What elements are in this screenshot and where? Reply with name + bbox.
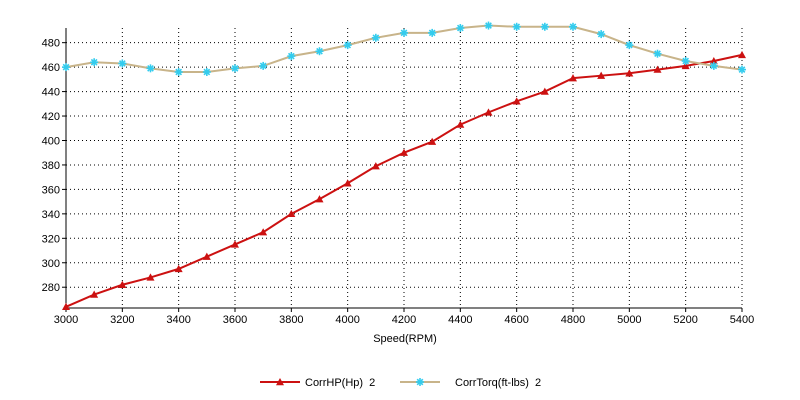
torque-data-point (90, 58, 99, 67)
torque-data-point (428, 28, 437, 37)
hp-data-point (597, 71, 606, 79)
hp-data-point (428, 137, 437, 145)
y-tick-label: 380 (42, 160, 60, 172)
torque-data-point (202, 68, 211, 77)
x-tick-label: 3800 (279, 314, 303, 326)
y-tick-label: 440 (42, 87, 60, 99)
hp-data-point (343, 179, 352, 187)
torque-data-point (371, 33, 380, 42)
x-tick-label: 3200 (110, 314, 134, 326)
hp-data-point (540, 87, 549, 95)
hp-data-point (287, 209, 296, 218)
hp-data-point (484, 108, 493, 116)
hp-data-point (456, 120, 465, 128)
hp-data-point (174, 264, 183, 273)
torque-data-point (400, 28, 408, 37)
torque-data-point (681, 57, 690, 66)
grid-lines (66, 28, 743, 308)
y-tick-label: 280 (42, 282, 60, 294)
x-tick-label: 4200 (392, 314, 416, 326)
torque-data-point (315, 47, 324, 56)
axes (62, 28, 743, 312)
hp-data-point (90, 290, 99, 298)
hp-data-point (231, 240, 239, 248)
torque-data-point (653, 49, 662, 58)
x-tick-labels: 3000 3200 3400 3600 3800 4000 4200 4400 4600 4800… (54, 314, 754, 326)
y-tick-label: 400 (42, 135, 60, 147)
y-tick-label: 300 (42, 258, 60, 270)
hp-data-point (625, 69, 634, 77)
y-tick-label: 480 (42, 38, 60, 50)
hp-data-point (681, 61, 690, 70)
torque-data-point (738, 65, 746, 74)
hp-data-point (146, 273, 155, 281)
torque-data-point (456, 24, 465, 32)
legend-hp-label: CorrHP(Hp) 2 (305, 377, 375, 389)
torque-data-point (259, 61, 268, 70)
torque-data-point (512, 22, 521, 31)
torque-data-point (484, 21, 493, 30)
x-tick-label: 5400 (730, 314, 754, 326)
y-tick-labels: 280 300 320 340 360 380 400 420 440 460 480 (42, 38, 60, 295)
torque-data-point (569, 22, 577, 31)
hp-data-point (738, 50, 746, 59)
hp-data-point (118, 280, 127, 288)
hp-data-point (202, 252, 211, 260)
hp-data-point (709, 57, 718, 65)
y-tick-label: 320 (42, 233, 60, 245)
x-tick-label: 4000 (335, 314, 359, 326)
x-tick-label: 4800 (561, 314, 585, 326)
x-tick-label: 5200 (673, 314, 697, 326)
torque-data-point (625, 41, 634, 50)
hp-data-point (259, 228, 268, 236)
torque-data-point (118, 59, 127, 68)
hp-data-point (653, 65, 662, 73)
torque-data-point (62, 63, 70, 72)
x-tick-label: 3400 (166, 314, 190, 326)
torque-data-point (231, 64, 239, 73)
legend-torque-marker (416, 378, 424, 386)
x-tick-label: 4600 (504, 314, 528, 326)
hp-data-point (512, 97, 521, 105)
legend: CorrHP(Hp) 2 CorrTorq(ft-lbs) 2 (260, 377, 541, 389)
x-tick-label: 5000 (617, 314, 641, 326)
y-tick-label: 360 (42, 184, 60, 196)
torque-data-point (540, 22, 549, 31)
legend-hp-marker (276, 378, 284, 386)
legend-torque-label: CorrTorq(ft-lbs) 2 (455, 377, 541, 389)
x-tick-label: 4400 (448, 314, 472, 326)
hp-data-point (315, 195, 324, 203)
torque-data-point (343, 41, 352, 50)
torque-data-point (174, 68, 183, 77)
x-tick-label: 3600 (223, 314, 247, 326)
hp-data-point (371, 162, 380, 170)
series-layer (62, 21, 746, 310)
torque-data-point (287, 52, 296, 61)
torque-data-point (597, 30, 606, 39)
y-tick-label: 340 (42, 209, 60, 221)
hp-data-point (569, 74, 577, 82)
y-tick-label: 460 (42, 62, 60, 74)
torque-data-point (146, 64, 155, 73)
y-tick-label: 420 (42, 111, 60, 123)
x-tick-label: 3000 (54, 314, 78, 326)
hp-data-point (62, 302, 70, 310)
x-axis-title: Speed(RPM) (373, 333, 437, 345)
hp-data-point (400, 148, 408, 156)
torque-data-point (709, 61, 718, 70)
